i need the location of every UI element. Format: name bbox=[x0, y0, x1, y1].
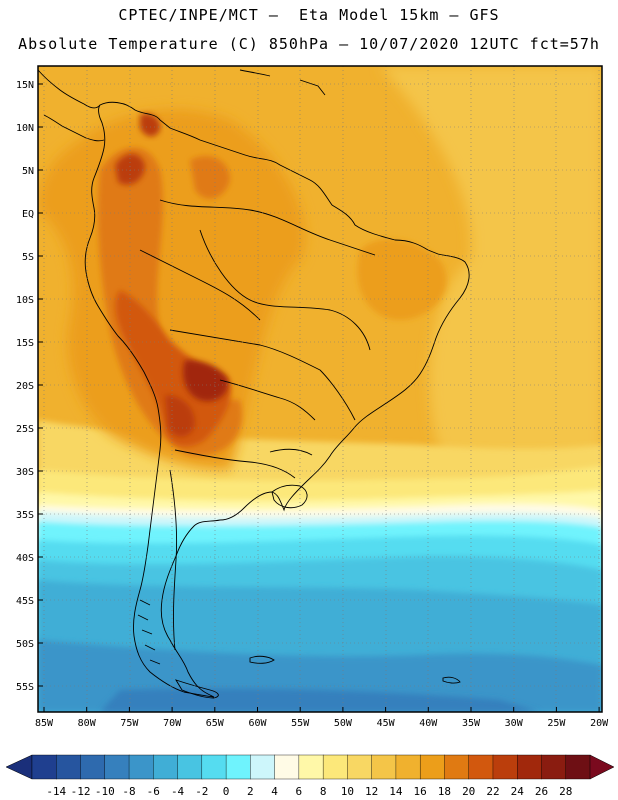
lat-label: 30S bbox=[16, 467, 34, 478]
lat-label: 5S bbox=[22, 252, 34, 263]
colorbar-label: 20 bbox=[462, 785, 475, 798]
colorbar-swatch bbox=[80, 754, 106, 780]
colorbar-label: -12 bbox=[71, 785, 91, 798]
colorbar-swatch bbox=[274, 754, 300, 780]
lat-label: EQ bbox=[22, 209, 34, 220]
map-title-line1: CPTEC/INPE/MCT – Eta Model 15km – GFS bbox=[118, 6, 500, 24]
colorbar-label: 2 bbox=[247, 785, 254, 798]
lon-label: 30W bbox=[505, 718, 524, 729]
lon-label: 75W bbox=[120, 718, 139, 729]
lat-label: 55S bbox=[16, 682, 34, 693]
colorbar-label: 6 bbox=[296, 785, 303, 798]
colorbar-label: 22 bbox=[486, 785, 499, 798]
colorbar-swatch bbox=[395, 754, 421, 780]
colorbar: -14 -12 -10 -8 -6 -4 -2 0 2 4 6 8 10 12 14 16 18 20 22 24 26… bbox=[5, 754, 615, 798]
lon-label: 65W bbox=[206, 718, 225, 729]
colorbar-label: 4 bbox=[271, 785, 278, 798]
colorbar-swatch bbox=[419, 754, 445, 780]
lon-label: 50W bbox=[334, 718, 353, 729]
colorbar-swatch bbox=[177, 754, 203, 780]
colorbar-swatch bbox=[492, 754, 518, 780]
lat-label: 10N bbox=[16, 123, 34, 134]
colorbar-swatch bbox=[31, 754, 57, 780]
lon-label: 85W bbox=[35, 718, 54, 729]
lat-label: 35S bbox=[16, 510, 34, 521]
coastlines bbox=[38, 69, 470, 699]
colorbar-label: 24 bbox=[511, 785, 525, 798]
colorbar-label: 18 bbox=[438, 785, 451, 798]
lon-label: 70W bbox=[163, 718, 182, 729]
colorbar-high-arrow bbox=[589, 754, 615, 780]
lon-label: 45W bbox=[377, 718, 396, 729]
colorbar-label: -4 bbox=[171, 785, 185, 798]
colorbar-swatch bbox=[128, 754, 154, 780]
lat-label: 5N bbox=[22, 166, 34, 177]
lat-label: 45S bbox=[16, 596, 34, 607]
lon-label: 80W bbox=[78, 718, 97, 729]
lat-label: 10S bbox=[16, 295, 34, 306]
map-title-line2: Absolute Temperature (C) 850hPa – 10/07/… bbox=[18, 35, 600, 53]
lon-label: 20W bbox=[590, 718, 609, 729]
colorbar-label: -2 bbox=[195, 785, 208, 798]
colorbar-label: 8 bbox=[320, 785, 327, 798]
colorbar-swatch bbox=[56, 754, 82, 780]
colorbar-label: 10 bbox=[341, 785, 354, 798]
colorbar-label: 0 bbox=[223, 785, 230, 798]
colorbar-swatch bbox=[565, 754, 591, 780]
colorbar-swatch bbox=[517, 754, 542, 780]
colorbar-label: -10 bbox=[95, 785, 115, 798]
lat-label: 25S bbox=[16, 424, 34, 435]
colorbar-label: -6 bbox=[147, 785, 160, 798]
lat-label: 15N bbox=[16, 80, 34, 91]
colorbar-label: -14 bbox=[46, 785, 66, 798]
lat-label: 20S bbox=[16, 381, 34, 392]
lon-label: 40W bbox=[419, 718, 438, 729]
lat-label: 50S bbox=[16, 639, 34, 650]
colorbar-low-arrow bbox=[5, 754, 33, 780]
colorbar-swatch bbox=[541, 754, 567, 780]
lon-axis: 85W 80W 75W 70W 65W 60W 55W 50W 45W 40W 35W 30W 25W 2… bbox=[35, 707, 609, 729]
colorbar-label: -8 bbox=[122, 785, 135, 798]
lon-label: 60W bbox=[248, 718, 267, 729]
colorbar-swatch bbox=[468, 754, 494, 780]
colorbar-label: 14 bbox=[389, 785, 403, 798]
colorbar-swatch bbox=[201, 754, 227, 780]
colorbar-swatch bbox=[347, 754, 373, 780]
colorbar-swatch bbox=[250, 754, 276, 780]
lon-label: 35W bbox=[462, 718, 481, 729]
lat-label: 15S bbox=[16, 338, 34, 349]
lon-label: 25W bbox=[547, 718, 566, 729]
colorbar-label: 26 bbox=[535, 785, 548, 798]
colorbar-label: 16 bbox=[414, 785, 427, 798]
colorbar-swatch bbox=[322, 754, 348, 780]
colorbar-swatch bbox=[104, 754, 130, 780]
lon-label: 55W bbox=[291, 718, 310, 729]
colorbar-swatch bbox=[444, 754, 470, 780]
colorbar-label: 12 bbox=[365, 785, 378, 798]
colorbar-swatch bbox=[298, 754, 324, 780]
map-frame bbox=[37, 65, 603, 713]
lat-label: 40S bbox=[16, 553, 34, 564]
colorbar-swatch bbox=[371, 754, 397, 780]
colorbar-label: 28 bbox=[559, 785, 572, 798]
colorbar-swatch bbox=[153, 754, 179, 780]
colorbar-swatch bbox=[225, 754, 251, 780]
lat-axis: 15N 10N 5N EQ 5S 10S 15S 20S 25S 30S 35S 40S 45S 50S 5… bbox=[16, 80, 43, 693]
temperature-field bbox=[38, 66, 602, 712]
